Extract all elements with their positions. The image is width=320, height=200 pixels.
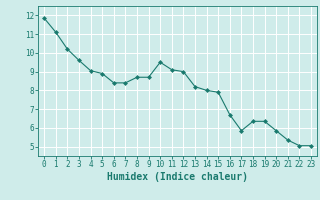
X-axis label: Humidex (Indice chaleur): Humidex (Indice chaleur) [107,172,248,182]
